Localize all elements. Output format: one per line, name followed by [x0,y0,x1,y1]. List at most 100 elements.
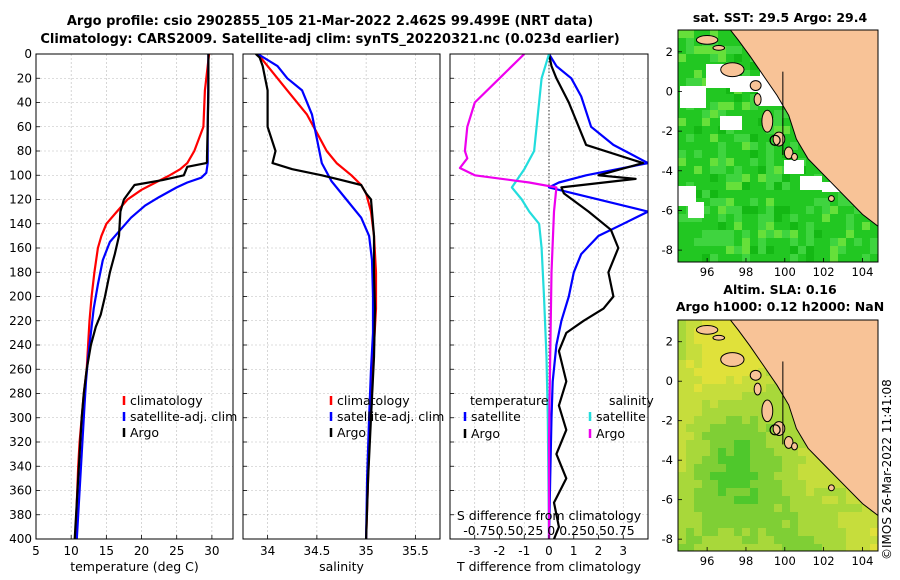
map-cell [718,238,727,247]
map-cell [766,222,775,231]
map-cell [710,408,719,417]
map-cell [686,544,695,551]
map-cell [686,174,695,183]
map-cell [814,254,823,262]
map-cell [710,320,719,329]
map-cell [846,528,855,537]
map-cell [702,214,711,223]
map-cell [710,86,719,95]
y-tick-label: 140 [9,217,32,231]
map-cell [726,448,735,457]
cloud-gap [688,202,704,218]
map-cell [702,150,711,159]
map-cell [854,520,863,529]
map-cell [774,230,783,239]
map-cell [814,190,823,199]
map-cell [798,222,807,231]
map-cell [766,230,775,239]
map-cell [734,230,743,239]
map-cell [846,512,855,521]
map-cell [718,134,727,143]
island [712,334,726,341]
map-cell [678,238,687,247]
map-cell [678,384,687,393]
map-cell [734,246,743,255]
map-cell [782,238,791,247]
map-cell [694,536,703,545]
map-cell [726,376,735,385]
map-cell [806,496,815,505]
map-cell [742,166,751,175]
map-cell [726,528,735,537]
map-cell [758,206,767,215]
map-cell [702,86,711,95]
island [753,382,762,396]
map-cell [782,408,791,417]
map-cell [774,198,783,207]
island [749,80,762,91]
y-tick-label: 280 [9,387,32,401]
map-cell [790,528,799,537]
map-cell [790,488,799,497]
sla-map-title-line1: Altim. SLA: 0.16 [723,282,837,297]
map-cell [678,480,687,489]
map-cell [718,392,727,401]
map-cell [710,142,719,151]
map-cell [702,126,711,135]
map-cell [726,520,735,529]
map-cell [750,142,759,151]
map-cell [806,472,815,481]
map-cell [726,102,735,111]
map-cell [742,70,751,79]
map-x-tick-label: 100 [774,265,796,279]
map-cell [766,102,775,111]
map-cell [678,544,687,551]
map-cell [726,126,735,135]
map-cell [678,206,687,215]
map-cell [806,222,815,231]
map-cell [734,102,743,111]
map-cell [774,496,783,505]
map-cell [782,126,791,135]
map-cell [694,54,703,63]
map-cell [734,464,743,473]
map-cell [846,488,855,497]
map-cell [726,544,735,551]
x-tick-label: 0 [545,544,553,558]
map-cell [758,504,767,513]
map-cell [678,512,687,521]
map-cell [678,424,687,433]
map-cell [758,384,767,393]
map-cell [838,254,847,262]
map-cell [814,238,823,247]
map-cell [726,198,735,207]
map-cell [686,464,695,473]
map-cell [782,174,791,183]
map-cell [718,328,727,337]
map-cell [694,392,703,401]
map-cell [694,134,703,143]
map-cell [734,384,743,393]
y-tick-label: 20 [17,71,32,85]
map-cell [742,198,751,207]
map-cell [694,158,703,167]
map-cell [750,360,759,369]
map-cell [694,254,703,262]
cloud-gap [678,186,696,206]
map-cell [854,254,863,262]
map-cell [726,424,735,433]
map-cell [750,206,759,215]
map-cell [766,440,775,449]
map-cell [694,182,703,191]
map-cell [774,408,783,417]
map-cell [678,456,687,465]
map-cell [814,464,823,473]
map-cell [726,214,735,223]
map-cell [862,222,871,231]
map-cell [718,448,727,457]
map-cell [710,352,719,361]
map-cell [694,408,703,417]
map-cell [734,182,743,191]
map-cell [774,126,783,135]
map-cell [694,360,703,369]
